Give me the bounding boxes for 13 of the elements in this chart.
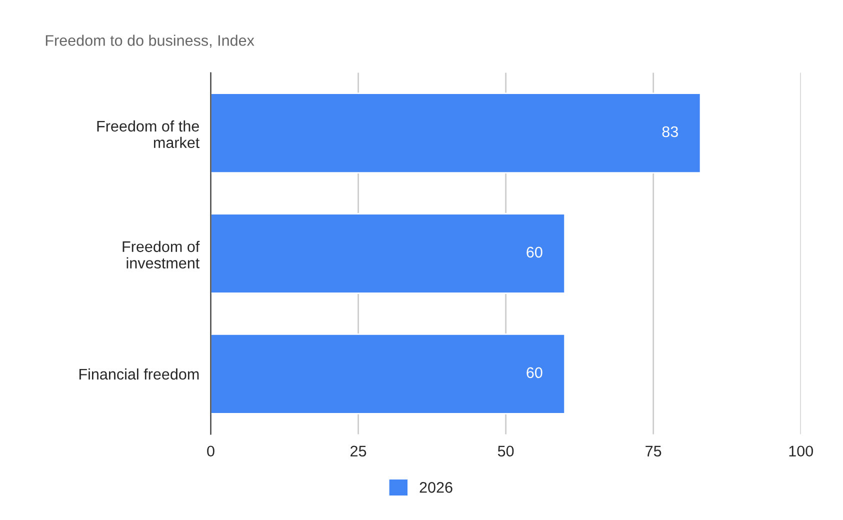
- legend-label: 2026: [420, 482, 452, 493]
- x-tick-label: 0: [207, 446, 214, 457]
- x-tick-label: 75: [646, 446, 662, 457]
- data-label: 60: [526, 246, 542, 258]
- x-tick-label: 25: [350, 446, 366, 457]
- x-tick-label: 50: [498, 446, 514, 457]
- data-label: 83: [662, 126, 678, 138]
- y-tick-label: Freedom of investment: [122, 240, 200, 269]
- data-label: 60: [526, 367, 542, 378]
- chart-title: Freedom to do business, Index: [46, 34, 254, 48]
- x-tick-label: 100: [789, 446, 813, 457]
- y-tick-label: Financial freedom: [79, 368, 199, 380]
- y-tick-label: Freedom of the market: [97, 120, 200, 148]
